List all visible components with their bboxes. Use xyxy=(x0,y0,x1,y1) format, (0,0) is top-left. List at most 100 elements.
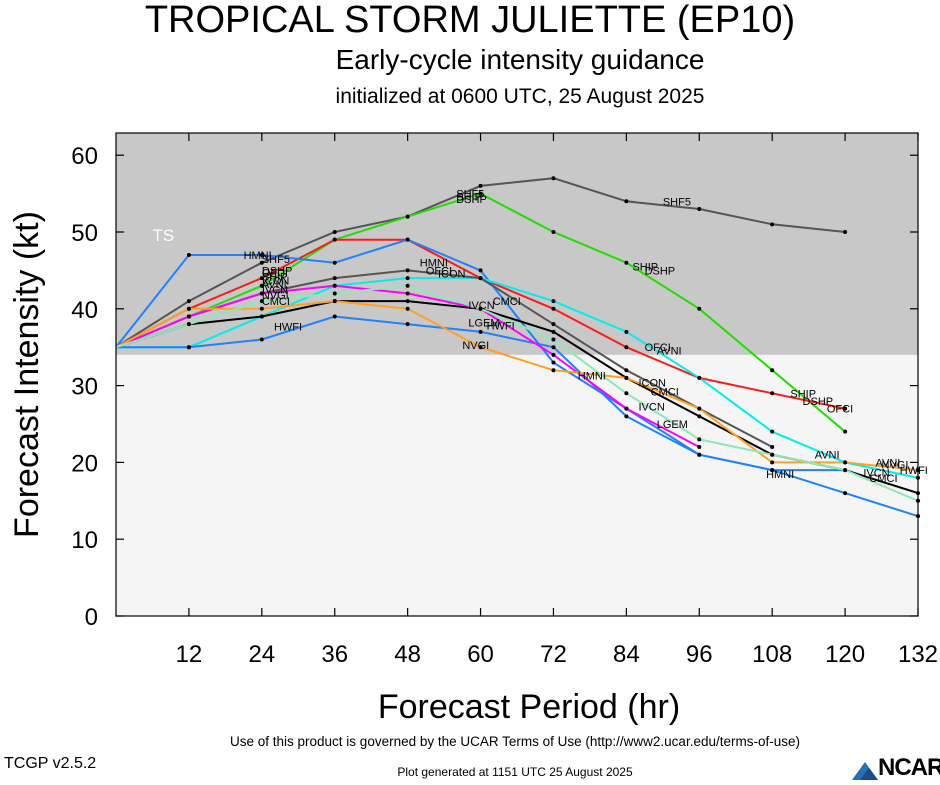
series-point-hmni xyxy=(405,237,410,242)
series-label-ship: SHIP xyxy=(790,388,816,400)
series-point-shf5 xyxy=(186,299,191,304)
series-point-hwfi xyxy=(697,452,702,457)
x-tick-label: 48 xyxy=(394,641,421,668)
series-point-cmci xyxy=(405,291,410,296)
series-point-ofci xyxy=(624,345,629,350)
series-point-hwfi xyxy=(405,322,410,327)
intensity-chart: TSSHF5SHF5SHF5DSHPDSHPDSHPDSHPSHIPSHIPSH… xyxy=(8,132,938,726)
series-point-lgem xyxy=(478,306,483,311)
series-label-ivcn: IVCN xyxy=(639,401,665,413)
series-label-ofci: OFCI xyxy=(645,342,671,354)
series-point-cmci xyxy=(697,445,702,450)
series-point-icon xyxy=(551,322,556,327)
x-tick-label: 96 xyxy=(686,641,713,668)
series-point-lgem xyxy=(332,291,337,296)
y-tick-label: 20 xyxy=(71,450,98,477)
series-point-hwfi xyxy=(478,329,483,334)
series-label-cmci: CMCI xyxy=(262,296,290,308)
x-tick-label: 108 xyxy=(752,641,792,668)
series-label-nvgi: NVGI xyxy=(882,460,909,472)
y-tick-label: 60 xyxy=(71,143,98,170)
series-point-avni xyxy=(697,375,702,380)
series-label-avni: AVNI xyxy=(815,450,840,462)
series-label-ofci: OFCI xyxy=(262,268,288,280)
series-label-shf5: SHF5 xyxy=(262,254,290,266)
y-tick-label: 30 xyxy=(71,374,98,401)
series-point-nvgi xyxy=(259,306,264,311)
series-point-nvgi xyxy=(843,460,848,465)
series-label-ivcn: IVCN xyxy=(468,300,494,312)
series-line-lgem xyxy=(115,284,919,502)
series-label-nvgi: NVGI xyxy=(262,290,289,302)
y-tick-label: 50 xyxy=(71,220,98,247)
series-point-nvgi xyxy=(332,299,337,304)
x-tick-label: 120 xyxy=(825,641,865,668)
series-point-ofci xyxy=(259,276,264,281)
series-label-icon: ICON xyxy=(262,275,290,287)
series-point-shf5 xyxy=(624,199,629,204)
series-label-hmni: HMNI xyxy=(244,250,272,262)
series-label-cmci: CMCI xyxy=(651,387,679,399)
series-point-ivcn xyxy=(551,329,556,334)
series-point-ofci xyxy=(770,391,775,396)
series-point-nvgi xyxy=(405,306,410,311)
series-point-shf5 xyxy=(551,176,556,181)
series-label-dshp: DSHP xyxy=(262,265,293,277)
band-label: TS xyxy=(152,226,174,245)
series-point-cmci xyxy=(551,352,556,357)
series-label-hmni: HMNI xyxy=(578,371,606,383)
ncar-logo: NCAR xyxy=(852,754,940,781)
series-point-hmni xyxy=(478,268,483,273)
series-point-icon xyxy=(770,445,775,450)
series-point-hwfi xyxy=(332,314,337,319)
series-label-cmci: CMCI xyxy=(869,473,897,485)
series-point-ivcn xyxy=(259,314,264,319)
y-tick-label: 0 xyxy=(85,604,98,631)
series-point-icon xyxy=(405,268,410,273)
series-point-icon xyxy=(478,276,483,281)
series-label-hmni: HMNI xyxy=(766,469,794,481)
series-point-shf5 xyxy=(843,230,848,234)
series-point-lgem xyxy=(770,452,775,457)
series-point-shf5 xyxy=(697,206,702,211)
series-point-shf5 xyxy=(332,230,337,234)
series-point-hwfi xyxy=(624,414,629,419)
series-point-shf5 xyxy=(770,222,775,227)
series-label-icon: ICON xyxy=(639,378,667,390)
series-label-hmni: HWFI xyxy=(900,465,928,477)
series-point-dshp xyxy=(843,429,848,434)
series-point-nvgi xyxy=(478,345,483,350)
series-point-hmni xyxy=(186,253,191,258)
series-line-hwfi xyxy=(116,315,919,518)
series-label-ship: SHIP xyxy=(262,272,288,284)
series-point-nvgi xyxy=(551,368,556,373)
series-point-hmni xyxy=(332,260,337,265)
chart-subtitle: Early-cycle intensity guidance xyxy=(335,44,705,75)
series-point-lgem xyxy=(186,322,191,327)
plot-frame xyxy=(115,132,919,617)
series-point-ivcn xyxy=(697,414,702,419)
series-label-lgem: LGEM xyxy=(657,419,688,431)
series-line-nvgi xyxy=(115,300,919,472)
series-label-cmci: CMCI xyxy=(493,296,521,308)
series-label-hwfi: HWFI xyxy=(487,321,515,333)
series-label-dshp: DSHP xyxy=(645,265,676,277)
series-point-ofci xyxy=(332,237,337,242)
series-point-avni xyxy=(551,299,556,304)
series-point-cmci xyxy=(624,406,629,411)
series-point-hwfi xyxy=(259,337,264,342)
product-version: TCGP v2.5.2 xyxy=(4,755,97,772)
series-point-lgem xyxy=(624,391,629,396)
y-tick-label: 10 xyxy=(71,527,98,554)
series-label-shf5: SHF5 xyxy=(663,196,691,208)
x-tick-label: 60 xyxy=(467,641,494,668)
series-point-lgem xyxy=(697,437,702,442)
series-point-lgem xyxy=(551,337,556,342)
x-tick-label: 12 xyxy=(176,641,203,668)
series-label-ofci: OFCI xyxy=(426,265,452,277)
x-axis-label: Forecast Period (hr) xyxy=(378,688,680,726)
series-label-dshp: DSHP xyxy=(456,194,487,206)
chart-title: TROPICAL STORM JULIETTE (EP10) xyxy=(144,0,796,41)
below-storm-band xyxy=(116,354,918,616)
series-point-hwfi xyxy=(770,468,775,473)
